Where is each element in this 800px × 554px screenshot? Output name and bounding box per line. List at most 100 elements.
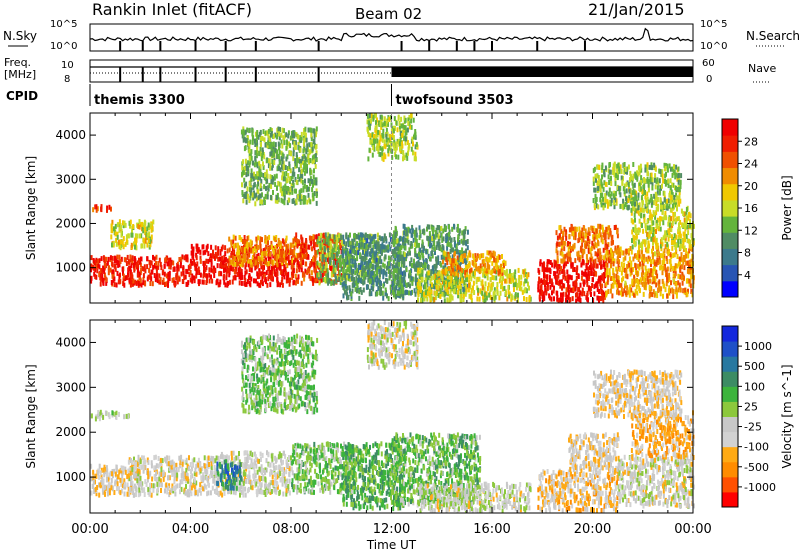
range-gate-cell [371, 270, 374, 276]
range-gate-cell [665, 272, 668, 278]
range-gate-cell [555, 248, 558, 254]
range-gate-cell [257, 252, 260, 258]
range-gate-cell [548, 278, 551, 284]
range-gate-cell [382, 295, 385, 301]
range-gate-cell [120, 228, 123, 234]
range-gate-cell [583, 291, 586, 297]
range-gate-cell [312, 239, 315, 245]
range-gate-cell [332, 238, 335, 244]
range-gate-cell [164, 282, 166, 287]
range-gate-cell [92, 265, 95, 271]
range-gate-cell [661, 265, 664, 271]
range-gate-cell [447, 266, 450, 271]
range-gate-cell [328, 278, 331, 284]
range-gate-cell [681, 264, 684, 270]
range-gate-cell [134, 279, 137, 285]
range-gate-cell [202, 260, 205, 266]
range-gate-cell [155, 260, 157, 266]
range-gate-cell [307, 254, 310, 260]
range-gate-cell [282, 239, 285, 245]
range-gate-cell [157, 264, 160, 270]
range-gate-cell [250, 244, 253, 250]
range-gate-cell [122, 277, 125, 283]
range-gate-cell [456, 264, 459, 270]
range-gate-cell [320, 242, 323, 248]
range-gate-cell [241, 247, 244, 253]
range-gate-cell [634, 288, 637, 294]
range-gate-cell [284, 267, 287, 273]
range-gate-cell [403, 260, 406, 266]
range-gate-cell [416, 261, 419, 267]
range-gate-cell [418, 235, 421, 241]
range-gate-cell [639, 277, 642, 283]
range-gate-cell [244, 278, 247, 284]
range-gate-cell [434, 234, 437, 240]
range-gate-cell [572, 230, 575, 236]
range-gate-cell [301, 248, 304, 254]
range-gate-cell [304, 254, 307, 259]
nsky-line [89, 27, 694, 42]
range-gate-cell [324, 240, 326, 246]
range-gate-cell [291, 265, 294, 271]
range-gate-cell [372, 244, 375, 250]
range-gate-cell [195, 273, 198, 279]
range-gate-cell [403, 270, 406, 276]
range-gate-cell [245, 269, 248, 275]
range-gate-cell [361, 271, 364, 276]
range-gate-cell [233, 249, 236, 255]
range-gate-cell [452, 258, 455, 264]
range-gate-cell [136, 260, 139, 266]
range-gate-cell [378, 282, 381, 288]
range-gate-cell [218, 282, 221, 288]
range-gate-cell [356, 288, 358, 294]
range-gate-cell [182, 270, 185, 276]
range-gate-cell [481, 281, 484, 287]
range-gate-cell [644, 272, 647, 278]
range-gate-cell [279, 257, 282, 263]
range-gate-cell [605, 250, 608, 256]
range-gate-cell [387, 255, 390, 261]
range-gate-cell [106, 207, 108, 213]
range-gate-cell [264, 277, 267, 282]
range-gate-cell [120, 256, 123, 262]
range-gate-cell [107, 256, 110, 262]
range-gate-cell [597, 241, 600, 247]
range-gate-cell [603, 255, 606, 261]
range-gate-cell [269, 259, 272, 265]
range-gate-cell [589, 258, 592, 264]
range-gate-cell [600, 295, 603, 301]
range-gate-cell [109, 255, 112, 261]
range-gate-cell [419, 281, 422, 286]
range-gate-cell [677, 273, 680, 279]
range-gate-cell [348, 267, 351, 273]
range-gate-cell [433, 297, 436, 303]
range-gate-cell [246, 248, 249, 254]
range-gate-cell [300, 236, 303, 242]
range-gate-cell [173, 266, 176, 272]
range-gate-cell [631, 238, 633, 244]
range-gate-cell [368, 241, 371, 247]
range-gate-cell [423, 296, 426, 302]
range-gate-cell [356, 256, 359, 262]
range-gate-cell [616, 269, 619, 275]
range-gate-cell [276, 185, 278, 191]
range-gate-cell [410, 241, 413, 246]
range-gate-cell [352, 248, 355, 254]
range-gate-cell [484, 281, 487, 287]
range-gate-cell [560, 240, 563, 246]
range-gate-cell [540, 278, 543, 284]
range-gate-cell [356, 271, 359, 276]
range-gate-cell [337, 245, 340, 251]
range-gate-cell [369, 263, 372, 269]
range-gate-cell [193, 262, 196, 268]
range-gate-cell [616, 279, 619, 285]
range-gate-cell [419, 229, 422, 235]
range-gate-cell [426, 235, 429, 241]
range-gate-cell [189, 270, 192, 275]
range-gate-cell [656, 257, 659, 263]
range-gate-cell [621, 291, 624, 297]
range-gate-cell [418, 251, 420, 257]
range-gate-cell [482, 253, 485, 259]
range-gate-cell [274, 262, 277, 268]
range-gate-cell [202, 250, 205, 256]
